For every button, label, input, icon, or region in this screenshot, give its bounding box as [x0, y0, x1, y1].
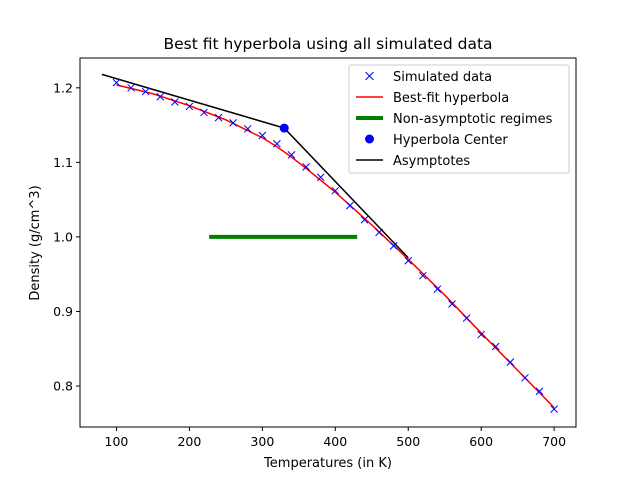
y-tick-label: 0.9 — [53, 304, 73, 319]
simulated-data-point — [127, 83, 135, 92]
chart-title: Best fit hyperbola using all simulated d… — [163, 35, 492, 53]
x-axis-ticks: 100 200 300 400 500 600 700 — [105, 427, 566, 449]
simulated-data-point — [170, 98, 179, 106]
x-tick-label: 500 — [396, 434, 420, 449]
simulated-data-point — [185, 102, 194, 111]
simulated-data-point — [375, 228, 383, 237]
y-tick-label: 1.1 — [53, 155, 73, 170]
x-tick-label: 300 — [250, 434, 274, 449]
simulated-data-point — [141, 87, 150, 96]
legend-entry-label: Hyperbola Center — [393, 133, 508, 148]
simulated-data-point — [346, 201, 354, 210]
simulated-data-point — [287, 151, 296, 159]
hyperbola-center-point — [279, 123, 289, 133]
simulated-data-point — [477, 330, 486, 339]
simulated-data-point — [506, 358, 515, 366]
simulated-data-point — [535, 387, 544, 396]
legend-entry-label: Asymptotes — [393, 154, 470, 169]
simulated-data-point — [448, 300, 456, 308]
simulated-data-point — [360, 215, 369, 224]
simulated-data-point — [389, 242, 398, 250]
simulated-data-point — [331, 186, 340, 195]
y-tick-label: 1.2 — [53, 80, 73, 95]
simulated-data-point — [418, 271, 427, 280]
simulated-data-point — [404, 256, 413, 265]
y-axis-ticks: 0.8 0.9 1.0 1.1 1.2 — [53, 80, 80, 394]
simulated-data-point — [273, 139, 281, 148]
x-tick-label: 700 — [542, 434, 566, 449]
best-fit-hyperbola-line — [116, 84, 555, 409]
simulated-data-point — [550, 405, 558, 413]
legend: Simulated data Best-fit hyperbola Non-asym… — [348, 64, 570, 174]
plot-frame — [79, 57, 577, 428]
x-tick-label: 100 — [105, 434, 129, 449]
plot-marks — [101, 73, 558, 413]
simulated-data-point — [112, 78, 121, 87]
legend-entry-label: Simulated data — [393, 70, 492, 85]
simulated-data-point — [491, 342, 500, 351]
simulated-data-point — [316, 173, 325, 182]
simulated-data-point — [462, 314, 471, 323]
simulated-data-point — [243, 124, 252, 133]
simulated-data-point — [214, 113, 223, 122]
y-tick-label: 1.0 — [53, 229, 73, 244]
x-axis-label: Temperatures (in K) — [263, 456, 392, 471]
legend-handle-hyperbola-center — [365, 134, 374, 144]
simulated-data-point — [258, 131, 267, 140]
simulated-data-point — [156, 92, 165, 101]
simulated-data-point — [229, 119, 238, 127]
x-tick-label: 400 — [323, 434, 347, 449]
legend-box — [348, 64, 570, 174]
simulated-data-point — [433, 285, 442, 293]
x-tick-label: 600 — [469, 434, 493, 449]
legend-entry-label: Best-fit hyperbola — [393, 91, 509, 106]
y-axis-label: Density (g/cm^3) — [28, 185, 43, 300]
simulated-data-point — [302, 162, 310, 171]
legend-entry-label: Non-asymptotic regimes — [393, 112, 553, 127]
y-tick-label: 0.8 — [53, 379, 73, 394]
x-tick-label: 200 — [177, 434, 201, 449]
simulated-data-point — [200, 108, 208, 117]
legend-handle-simulated-data — [365, 71, 374, 81]
simulated-data-point — [521, 373, 529, 382]
